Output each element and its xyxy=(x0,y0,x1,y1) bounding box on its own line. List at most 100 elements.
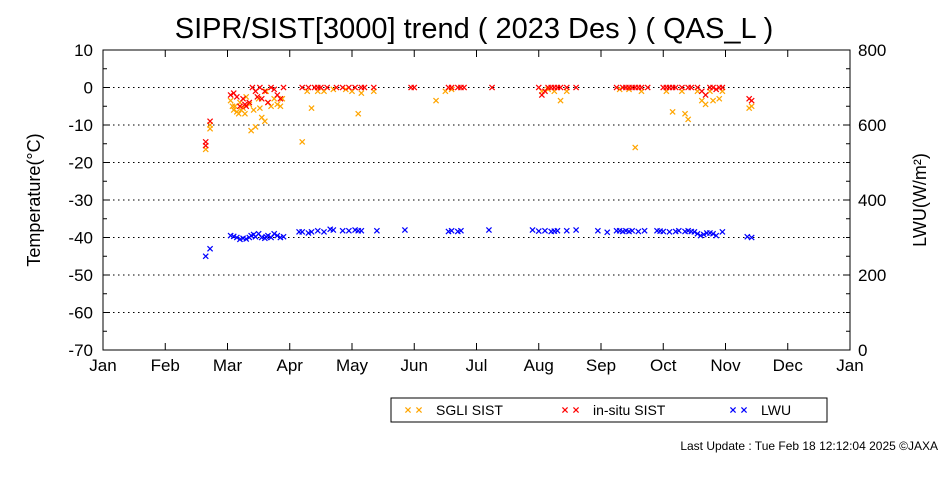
y-tick-label: 0 xyxy=(84,79,93,98)
data-point xyxy=(401,226,408,234)
data-point xyxy=(713,232,720,239)
x-tick-label: Jul xyxy=(466,356,488,375)
data-point xyxy=(305,84,312,91)
y2-axis-label: LWU(W/m²) xyxy=(910,153,930,247)
data-point xyxy=(448,84,455,91)
data-point xyxy=(258,95,265,102)
legend-marker xyxy=(729,406,737,414)
data-point xyxy=(702,101,709,108)
data-point xyxy=(330,86,337,93)
y-tick-label: -10 xyxy=(68,116,93,135)
x-tick-labels: Jan Feb Mar Apr May Jun Jul Aug Sep Oct Nov Dec Jan xyxy=(89,356,863,375)
data-point xyxy=(557,84,564,91)
data-point xyxy=(345,227,352,234)
data-point xyxy=(304,88,311,95)
data-point xyxy=(461,84,468,91)
x-tick-label: Jan xyxy=(89,356,116,375)
data-point xyxy=(299,138,306,145)
data-point xyxy=(339,84,346,91)
data-point xyxy=(358,90,365,97)
data-point xyxy=(691,228,698,235)
data-point xyxy=(635,228,642,235)
y2-tick-label: 0 xyxy=(858,341,867,360)
data-point xyxy=(629,227,636,234)
data-point xyxy=(333,84,340,91)
data-point xyxy=(613,84,620,91)
data-point xyxy=(233,93,240,100)
data-point xyxy=(233,234,240,241)
data-point xyxy=(240,95,247,102)
legend-marker xyxy=(572,406,580,414)
x-tick-label: May xyxy=(336,356,369,375)
data-point xyxy=(271,230,278,237)
x-tick-label: Dec xyxy=(773,356,804,375)
legend-marker xyxy=(404,406,412,414)
data-point xyxy=(672,84,679,91)
data-point xyxy=(411,84,418,91)
data-point xyxy=(342,86,349,93)
y2-tick-label: 600 xyxy=(858,116,886,135)
data-point xyxy=(373,227,380,234)
data-point xyxy=(320,228,328,235)
y-tick-label: 10 xyxy=(74,41,93,60)
data-point xyxy=(563,84,570,91)
legend-marker xyxy=(561,406,569,414)
data-point xyxy=(457,227,464,234)
data-point xyxy=(256,105,263,112)
data-point xyxy=(241,110,248,117)
data-point xyxy=(748,103,755,110)
y-axis-label: Temperature(°C) xyxy=(24,133,44,266)
data-point xyxy=(277,95,284,102)
data-point xyxy=(529,226,536,234)
data-point xyxy=(271,86,278,93)
data-point xyxy=(616,86,623,93)
data-point xyxy=(682,110,689,117)
data-point xyxy=(675,227,682,234)
data-point xyxy=(308,228,315,235)
data-point xyxy=(557,97,564,104)
x-tick-label: Mar xyxy=(213,356,243,375)
data-point xyxy=(545,86,552,93)
data-point xyxy=(246,99,253,106)
y-tick-label: -60 xyxy=(68,304,93,323)
series-in-situ-sist xyxy=(202,84,755,149)
data-point xyxy=(274,232,281,239)
data-point xyxy=(489,84,496,91)
data-point xyxy=(243,235,250,243)
data-point xyxy=(235,110,242,117)
y2-tick-labels: 800 600 400 200 0 xyxy=(858,41,886,360)
y-tick-label: -50 xyxy=(68,266,93,285)
data-point xyxy=(202,253,209,260)
data-point xyxy=(207,245,214,252)
x-tick-label: Feb xyxy=(151,356,180,375)
data-point xyxy=(535,228,542,235)
data-point xyxy=(719,84,726,91)
x-tick-label: Oct xyxy=(650,356,677,375)
y-tick-label: -40 xyxy=(68,229,93,248)
y2-tick-label: 200 xyxy=(858,266,886,285)
y-tick-labels: 10 0 -10 -20 -30 -40 -50 -60 -70 xyxy=(68,41,93,360)
data-point xyxy=(324,84,331,91)
data-point xyxy=(268,84,275,91)
data-point xyxy=(748,234,755,241)
data-point xyxy=(243,93,250,100)
data-point xyxy=(279,95,286,102)
data-point xyxy=(716,95,723,102)
x-tick-label: Jun xyxy=(401,356,428,375)
axis-ticks xyxy=(102,49,851,351)
y2-tick-label: 800 xyxy=(858,41,886,60)
data-point xyxy=(563,227,570,234)
data-point xyxy=(685,116,692,123)
legend: SGLI SIST in-situ SIST LWU xyxy=(390,397,828,423)
data-point xyxy=(261,88,268,95)
legend-label: LWU xyxy=(761,402,791,418)
data-point xyxy=(256,84,263,91)
data-point xyxy=(317,84,324,91)
legend-label: in-situ SIST xyxy=(593,402,666,418)
data-point xyxy=(700,231,707,238)
data-point xyxy=(638,84,645,91)
data-point xyxy=(604,229,611,236)
data-point xyxy=(330,226,337,234)
data-point xyxy=(345,84,352,91)
